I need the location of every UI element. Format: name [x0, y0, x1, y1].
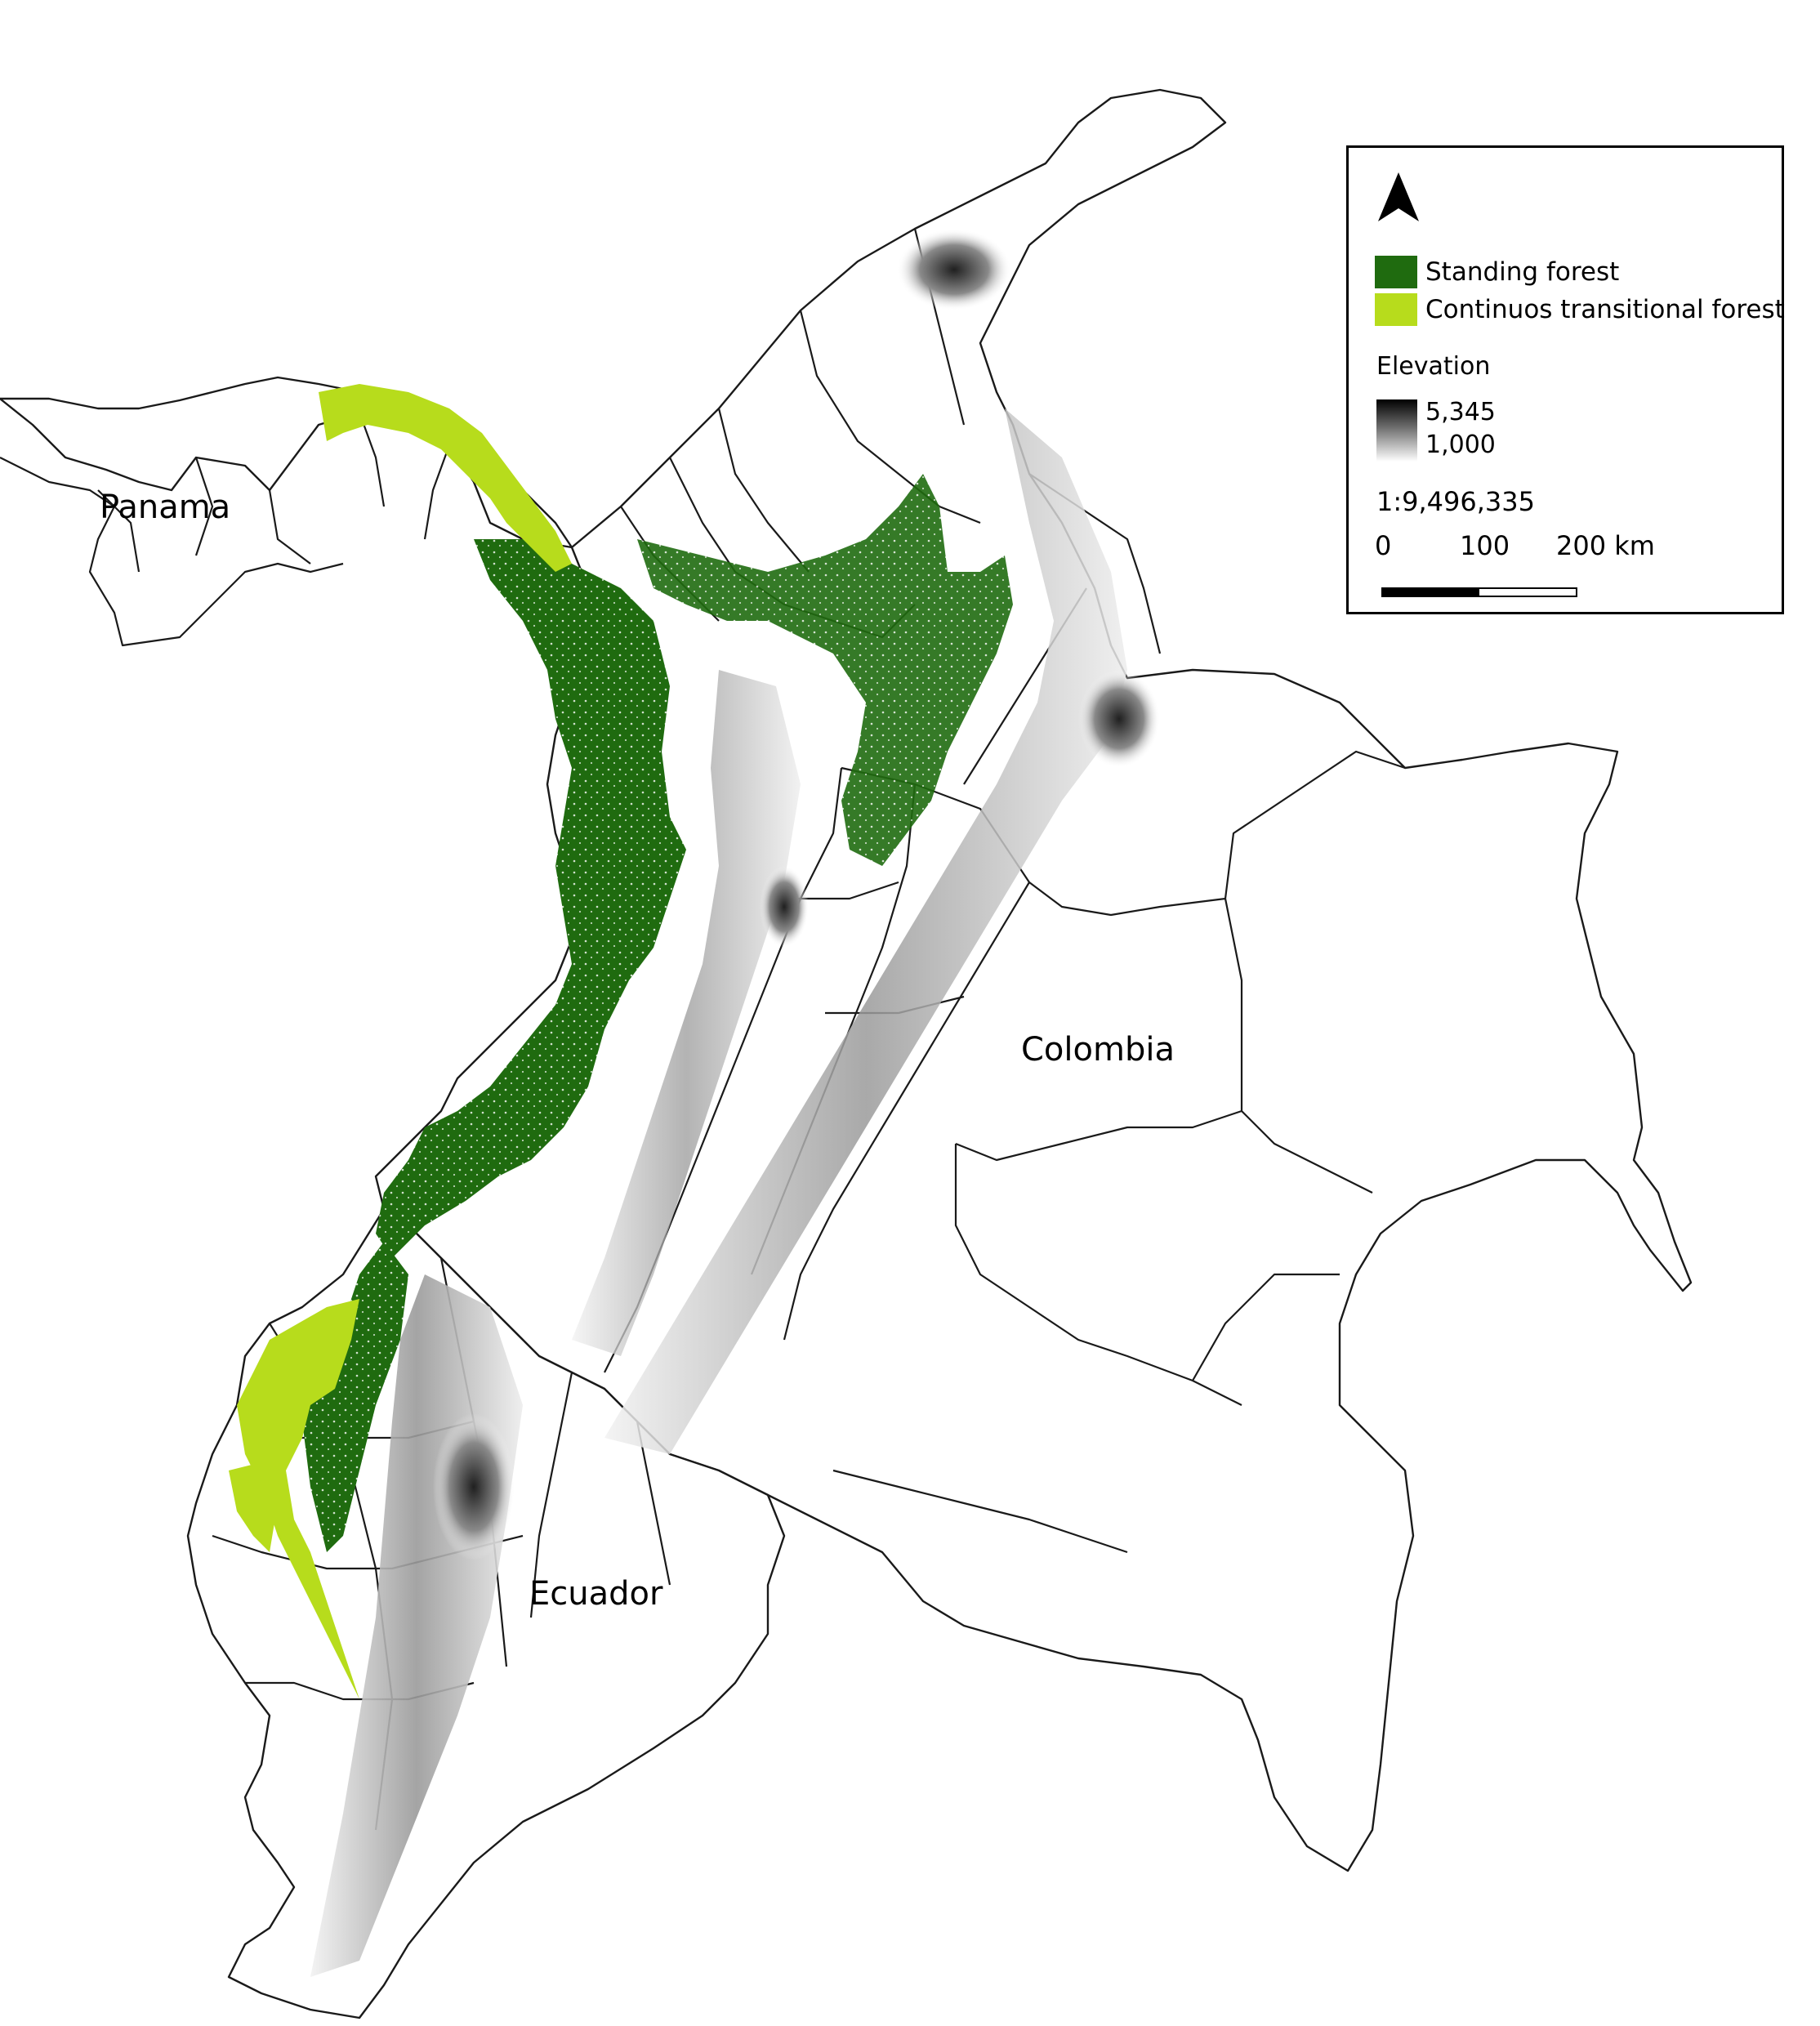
scale-bar-segment-dark — [1383, 589, 1479, 596]
scale-ratio: 1:9,496,335 — [1376, 486, 1535, 517]
transitional-forest-darien — [319, 384, 572, 572]
legend-elevation-title: Elevation — [1376, 352, 1491, 381]
panama-caribbean-coast — [0, 457, 344, 647]
transitional-forest-ecuador-coast — [229, 1462, 278, 1552]
scale-tick-200: 200 km — [1556, 530, 1655, 561]
legend-elevation-max: 5,345 — [1425, 398, 1496, 426]
legend-item-standing-forest: Standing forest — [1375, 254, 1619, 290]
standing-forest-magdalena — [637, 474, 1013, 866]
transitional-forest-ecuador — [237, 1299, 359, 1699]
ecuador-peak — [433, 1413, 515, 1560]
scale-tick-100: 100 — [1460, 530, 1510, 561]
legend-label-standing-forest: Standing forest — [1425, 257, 1620, 287]
country-label-colombia: Colombia — [1021, 1031, 1175, 1069]
country-label-panama: Panama — [100, 489, 231, 526]
legend-swatch-transitional-forest — [1375, 293, 1417, 326]
colombia-north-departments — [620, 228, 981, 639]
cocuy-peak — [1078, 670, 1160, 768]
standing-forest-choco — [376, 539, 686, 1258]
legend-label-transitional-forest: Continuos transitional forest — [1425, 295, 1785, 324]
tolima-peak — [760, 866, 809, 948]
legend-item-transitional-forest: Continuos transitional forest — [1375, 292, 1785, 328]
map-legend: Standing forest Continuos transitional f… — [1346, 145, 1785, 614]
panama-internal-boundaries — [97, 412, 451, 573]
sierra-nevada-peak — [897, 229, 1011, 310]
andes-eastern-cordillera — [604, 408, 1127, 1454]
country-label-ecuador: Ecuador — [529, 1575, 663, 1613]
north-arrow-icon — [1378, 172, 1419, 221]
standing-forest-ecuador-coast — [302, 1242, 408, 1552]
elevation-color-ramp — [1376, 399, 1417, 462]
legend-swatch-standing-forest — [1375, 256, 1417, 288]
legend-elevation-min: 1,000 — [1425, 431, 1496, 459]
scale-bar-segment-light — [1479, 589, 1576, 596]
andes-central-cordillera — [572, 670, 801, 1356]
scale-bar — [1381, 587, 1577, 597]
scale-tick-0: 0 — [1375, 530, 1392, 561]
